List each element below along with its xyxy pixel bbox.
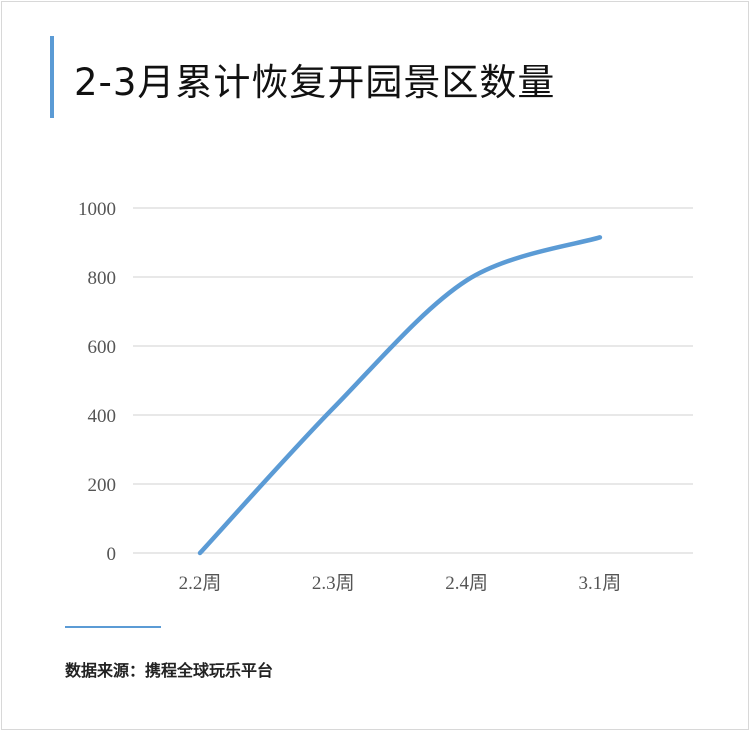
- y-tick-label: 800: [88, 268, 117, 289]
- title-accent-bar: [50, 36, 54, 118]
- chart-title: 2-3月累计恢复开园景区数量: [74, 61, 556, 104]
- data-source: 数据来源：携程全球玩乐平台: [65, 661, 274, 680]
- y-tick-label: 600: [88, 337, 117, 358]
- x-tick-label: 2.4周: [445, 573, 488, 594]
- y-tick-label: 400: [88, 406, 117, 427]
- series-line: [197, 235, 603, 556]
- y-tick-label: 1000: [78, 199, 116, 220]
- y-tick-label: 0: [107, 544, 117, 565]
- x-tick-label: 3.1周: [579, 573, 622, 594]
- y-tick-label: 200: [88, 475, 117, 496]
- source-divider: [65, 626, 161, 628]
- x-tick-label: 2.3周: [312, 573, 355, 594]
- x-tick-label: 2.2周: [179, 573, 222, 594]
